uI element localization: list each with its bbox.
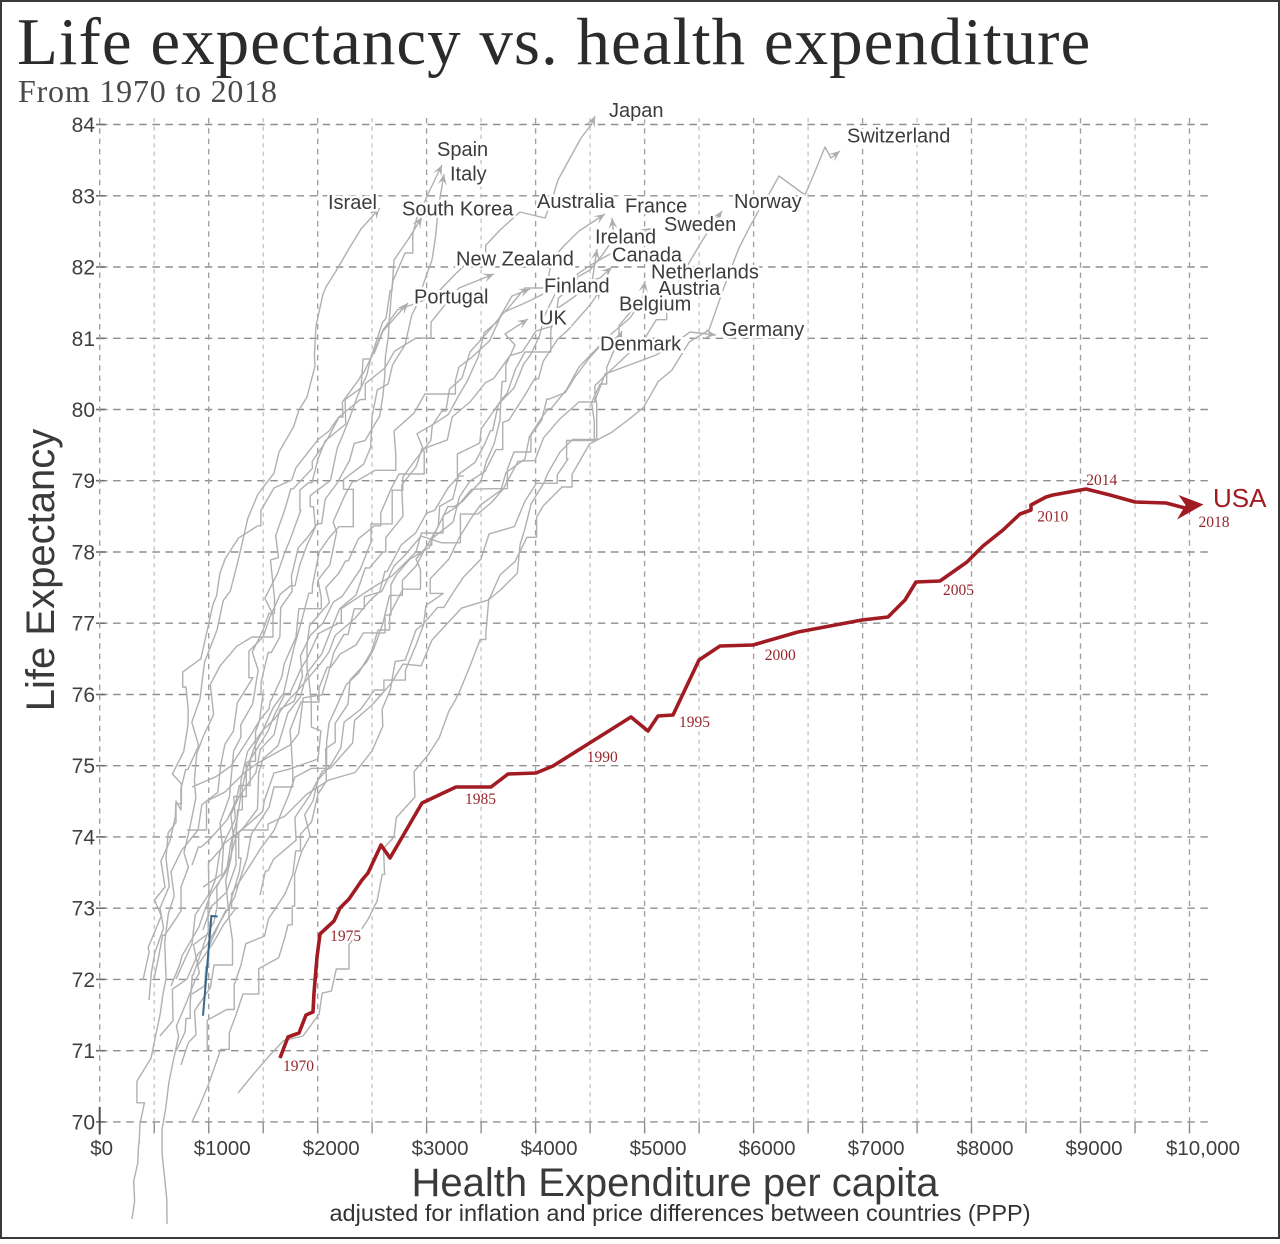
svg-text:$1000: $1000: [194, 1137, 251, 1160]
svg-text:80: 80: [72, 399, 95, 422]
svg-text:Sweden: Sweden: [664, 214, 736, 236]
svg-text:Ireland: Ireland: [595, 227, 656, 249]
svg-text:$0: $0: [90, 1137, 113, 1160]
svg-text:New Zealand: New Zealand: [456, 249, 574, 271]
svg-text:75: 75: [72, 755, 95, 778]
svg-text:2000: 2000: [765, 647, 796, 664]
svg-text:1995: 1995: [679, 714, 710, 731]
svg-text:UK: UK: [539, 308, 567, 330]
svg-text:$2000: $2000: [303, 1137, 360, 1160]
svg-text:From 1970 to 2018: From 1970 to 2018: [18, 73, 278, 109]
svg-text:Spain: Spain: [437, 139, 488, 161]
svg-text:78: 78: [72, 542, 95, 565]
svg-text:74: 74: [72, 826, 96, 849]
svg-text:Japan: Japan: [609, 100, 664, 122]
svg-text:Germany: Germany: [722, 319, 804, 341]
svg-text:$8000: $8000: [956, 1137, 1013, 1160]
svg-text:$5000: $5000: [630, 1137, 687, 1160]
svg-text:79: 79: [72, 470, 95, 493]
svg-text:82: 82: [72, 257, 95, 280]
svg-text:Australia: Australia: [537, 191, 616, 213]
svg-text:Life expectancy vs. health exp: Life expectancy vs. health expenditure: [17, 5, 1091, 79]
svg-text:Israel: Israel: [328, 192, 377, 214]
svg-text:2005: 2005: [943, 582, 974, 599]
svg-text:1975: 1975: [330, 928, 361, 945]
svg-text:2018: 2018: [1199, 514, 1230, 531]
svg-text:2014: 2014: [1086, 472, 1117, 489]
svg-text:France: France: [625, 196, 687, 218]
svg-text:Portugal: Portugal: [414, 287, 489, 309]
svg-text:Finland: Finland: [544, 276, 610, 298]
svg-text:73: 73: [72, 898, 95, 921]
svg-text:84: 84: [72, 114, 96, 137]
svg-text:81: 81: [72, 328, 95, 351]
svg-text:Canada: Canada: [612, 245, 683, 267]
svg-text:$6000: $6000: [739, 1137, 796, 1160]
svg-text:72: 72: [72, 969, 95, 992]
svg-text:1990: 1990: [587, 749, 618, 766]
svg-text:76: 76: [72, 684, 95, 707]
svg-text:USA: USA: [1213, 483, 1267, 513]
svg-text:Health Expenditure per capita: Health Expenditure per capita: [412, 1161, 940, 1205]
svg-text:71: 71: [72, 1040, 95, 1063]
svg-text:70: 70: [72, 1111, 95, 1134]
svg-text:Life Expectancy: Life Expectancy: [19, 429, 63, 711]
svg-text:$7000: $7000: [848, 1137, 905, 1160]
svg-text:$4000: $4000: [521, 1137, 578, 1160]
svg-text:Denmark: Denmark: [600, 334, 682, 356]
svg-text:Norway: Norway: [734, 191, 802, 213]
svg-text:Switzerland: Switzerland: [847, 126, 950, 148]
svg-text:$3000: $3000: [412, 1137, 469, 1160]
svg-text:2010: 2010: [1037, 509, 1068, 526]
svg-text:Belgium: Belgium: [619, 294, 691, 316]
svg-text:1970: 1970: [283, 1058, 314, 1075]
svg-text:83: 83: [72, 185, 95, 208]
svg-text:South Korea: South Korea: [402, 199, 514, 221]
svg-text:adjusted for inflation and pri: adjusted for inflation and price differe…: [329, 1200, 1030, 1226]
svg-text:77: 77: [72, 613, 95, 636]
svg-text:Netherlands: Netherlands: [651, 262, 759, 284]
svg-text:Austria: Austria: [658, 278, 721, 300]
svg-text:1985: 1985: [465, 791, 496, 808]
svg-text:Italy: Italy: [450, 164, 487, 186]
svg-text:$10,000: $10,000: [1166, 1137, 1240, 1160]
svg-text:$9000: $9000: [1065, 1137, 1122, 1160]
